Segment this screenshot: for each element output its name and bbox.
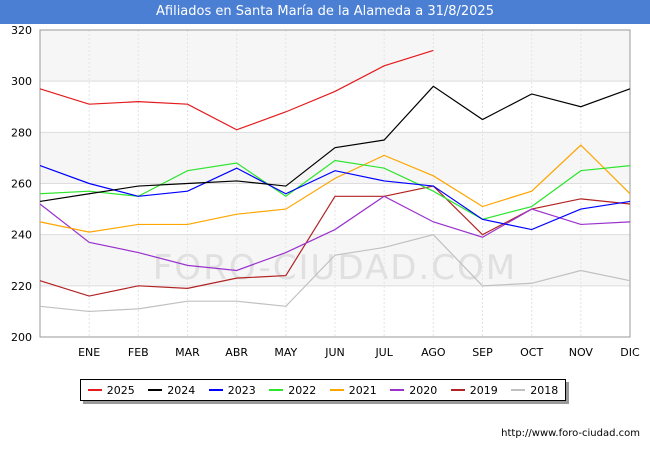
- series-line-2024: [39, 85, 631, 203]
- series-line-2023: [39, 165, 631, 231]
- legend-label: 2024: [167, 383, 196, 397]
- legend-item-2022: 2022: [269, 384, 316, 397]
- x-tick-label: SEP: [472, 346, 493, 359]
- y-tick-label: 200: [11, 331, 32, 344]
- y-tick-label: 280: [11, 126, 32, 139]
- legend-item-2025: 2025: [87, 383, 135, 397]
- y-tick-label: 240: [11, 229, 32, 242]
- y-tick-label: 320: [11, 24, 32, 37]
- legend-swatch: [87, 389, 102, 391]
- axes: 200 220 240 260 280 300 320 ENE FEB MAR ABR MAY JUN J…: [11, 24, 640, 359]
- legend-item-2023: 2023: [208, 383, 256, 397]
- x-tick-label: DIC: [620, 346, 640, 359]
- legend-swatch: [390, 389, 405, 391]
- legend-item-2020: 2020: [390, 384, 437, 397]
- x-tick-label: OCT: [520, 346, 543, 359]
- line-chart: FORO-CIUDAD.COM 200220240260280300320ENE…: [11, 24, 640, 359]
- legend-label: 2018: [530, 383, 559, 397]
- legend-item-2018: 2018: [511, 384, 558, 397]
- x-tick-label: AGO: [421, 346, 446, 359]
- legend-label: 2023: [227, 383, 256, 397]
- legend-label: 2019: [469, 383, 498, 397]
- legend-item-2021: 2021: [329, 383, 377, 397]
- source-text: http://www.foro-ciudad.com: [501, 428, 640, 439]
- x-tick-label: JUN: [324, 346, 345, 359]
- x-tick-label: ENE: [78, 346, 100, 359]
- legend-label: 2020: [409, 383, 438, 397]
- series-line-2025: [39, 49, 434, 131]
- legend-label: 2021: [348, 383, 377, 397]
- series-line-2021: [39, 144, 631, 233]
- x-tick-label: NOV: [569, 346, 594, 359]
- legend-swatch: [208, 389, 223, 391]
- series-line-2020: [39, 195, 631, 272]
- x-tick-label: ABR: [225, 346, 248, 359]
- series-line-2018: [39, 233, 631, 313]
- legend-swatch: [511, 389, 526, 391]
- legend-swatch: [148, 389, 163, 391]
- y-tick-label: 260: [11, 178, 32, 191]
- legend-swatch: [329, 389, 344, 391]
- x-tick-label: MAY: [274, 346, 297, 359]
- x-tick-label: JUL: [374, 346, 393, 359]
- plot-frame: [39, 29, 631, 338]
- legend-item-2024: 2024: [148, 384, 195, 397]
- chart-title: Afiliados en Santa María de la Alameda a…: [0, 0, 650, 24]
- x-tick-label: FEB: [128, 346, 149, 359]
- legend-item-2019: 2019: [450, 383, 498, 397]
- legend-label: 2025: [106, 383, 135, 397]
- legend-swatch: [269, 389, 284, 391]
- legend: 2025 2024 2023 2022 2021 2020 2019 2018: [80, 379, 566, 401]
- y-tick-label: 300: [11, 75, 32, 88]
- legend-label: 2022: [288, 383, 317, 397]
- y-tick-label: 220: [11, 280, 32, 293]
- x-tick-label: MAR: [175, 346, 200, 359]
- legend-swatch: [450, 389, 465, 391]
- series-lines: [39, 49, 631, 313]
